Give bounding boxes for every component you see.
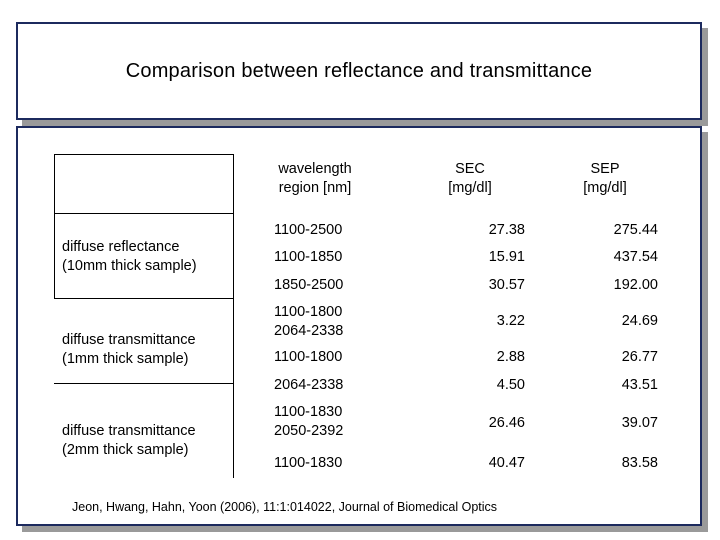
row-sep: 275.44 — [613, 222, 658, 238]
row-sec: 2.88 — [496, 349, 525, 365]
label-column-divider — [233, 298, 234, 383]
row-region-line2: 2050-2392 — [274, 423, 344, 439]
header-sec-line1: SEC — [455, 161, 485, 177]
group-divider — [54, 383, 234, 384]
row-region: 1100-1830 — [274, 455, 343, 471]
header-sec: SEC [mg/dl] — [420, 160, 520, 198]
row-sec: 40.47 — [488, 455, 525, 471]
row-sec: 3.22 — [496, 313, 525, 329]
row-sep: 192.00 — [613, 277, 658, 293]
row-sep: 26.77 — [621, 349, 658, 365]
slide-title: Comparison between reflectance and trans… — [125, 60, 593, 82]
row-sec: 26.46 — [488, 415, 525, 431]
title-panel: Comparison between reflectance and trans… — [16, 22, 702, 120]
header-bottom-border — [54, 213, 234, 214]
row-region: 1100-2500 — [274, 222, 343, 238]
header-sep-line1: SEP — [590, 161, 620, 177]
row-sec: 4.50 — [496, 377, 525, 393]
row-sec: 15.91 — [488, 249, 525, 265]
label-column-divider — [233, 383, 234, 478]
group-divider — [54, 298, 234, 299]
group-label-line2: (10mm thick sample) — [62, 258, 197, 274]
row-sep: 437.54 — [613, 249, 658, 265]
header-sec-line2: [mg/dl] — [448, 180, 492, 196]
citation-text: Jeon, Hwang, Hahn, Yoon (2006), 11:1:014… — [72, 500, 498, 514]
table-left-border — [54, 154, 55, 214]
group-label-line2: (1mm thick sample) — [62, 351, 189, 367]
header-wavelength: wavelength region [nm] — [255, 160, 375, 198]
group-label-line2: (2mm thick sample) — [62, 442, 189, 458]
row-sep: 83.58 — [621, 455, 658, 471]
row-region: 1100-1850 — [274, 249, 343, 265]
row-region: 2064-2338 — [274, 377, 344, 393]
row-region-line1: 1100-1830 — [274, 404, 343, 420]
table-left-border — [54, 213, 55, 298]
row-region: 1100-1800 2064-2338 — [274, 303, 343, 341]
header-wavelength-line1: wavelength — [278, 161, 352, 177]
row-region-line2: 2064-2338 — [274, 323, 344, 339]
group-label-reflectance: diffuse reflectance (10mm thick sample) — [62, 238, 197, 276]
group-label-line1: diffuse reflectance — [62, 239, 180, 255]
row-sep: 39.07 — [621, 415, 658, 431]
label-column-divider — [233, 154, 234, 299]
group-label-line1: diffuse transmittance — [62, 423, 196, 439]
row-region: 1100-1830 2050-2392 — [274, 403, 343, 441]
header-sep: SEP [mg/dl] — [555, 160, 655, 198]
row-sep: 43.51 — [621, 377, 658, 393]
header-sep-line2: [mg/dl] — [583, 180, 627, 196]
row-region: 1850-2500 — [274, 277, 344, 293]
content-panel — [16, 126, 702, 526]
row-sec: 27.38 — [488, 222, 525, 238]
group-label-transmittance-1mm: diffuse transmittance (1mm thick sample) — [62, 331, 196, 369]
group-label-line1: diffuse transmittance — [62, 332, 196, 348]
table-top-border — [54, 154, 234, 155]
row-region: 1100-1800 — [274, 349, 343, 365]
header-wavelength-line2: region [nm] — [278, 180, 352, 196]
row-sec: 30.57 — [488, 277, 525, 293]
row-sep: 24.69 — [621, 313, 658, 329]
row-region-line1: 1100-1800 — [274, 304, 343, 320]
group-label-transmittance-2mm: diffuse transmittance (2mm thick sample) — [62, 422, 196, 460]
